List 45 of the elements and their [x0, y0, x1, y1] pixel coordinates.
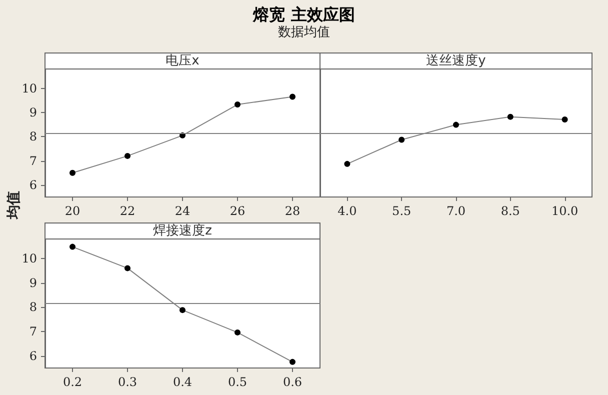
point [453, 122, 459, 128]
x-tick-label: 7.0 [446, 204, 466, 218]
y-tick-label: 7 [29, 324, 37, 338]
chart-title: 焊接速度z [153, 222, 212, 238]
x-tick-label: 0.5 [228, 375, 248, 389]
x-tick-label: 0.3 [118, 375, 138, 389]
y-tick-label: 7 [29, 154, 37, 168]
x-tick-label: 28 [284, 204, 300, 218]
x-tick-label: 4.0 [338, 204, 357, 218]
point [124, 265, 130, 272]
point [507, 114, 514, 120]
x-tick-label: 5.5 [392, 204, 412, 218]
x-tick-label: 0.6 [282, 375, 302, 389]
y-tick-label: 8 [29, 300, 37, 314]
point [70, 170, 76, 176]
y-axis-title: 均值 [6, 191, 22, 220]
point [562, 116, 568, 122]
y-tick-label: 6 [29, 178, 37, 192]
y-tick-label: 10 [22, 81, 37, 96]
point [234, 329, 240, 336]
point [290, 358, 296, 365]
x-tick-label: 0.2 [62, 375, 82, 389]
point [70, 244, 76, 250]
point [234, 102, 240, 108]
point [290, 94, 296, 100]
x-tick-label: 0.4 [172, 375, 192, 389]
y-tick-label: 8 [29, 130, 37, 144]
y-tick-label: 6 [29, 348, 37, 363]
y-tick-label: 9 [29, 105, 37, 120]
x-tick-label: 10.0 [551, 204, 578, 218]
text: 数据均值 [277, 25, 331, 41]
point [344, 160, 350, 167]
y-tick-label: 10 [22, 251, 37, 266]
x-tick-label: 22 [120, 204, 136, 218]
point [124, 152, 130, 159]
y-tick-label: 9 [29, 276, 37, 290]
x-tick-label: 20 [64, 204, 80, 218]
chart-title: 送丝速度y [426, 52, 486, 68]
x-tick-label: 24 [174, 204, 190, 218]
x-tick-label: 8.5 [500, 204, 520, 218]
point [180, 307, 186, 314]
point [398, 136, 405, 143]
x-tick-label: 26 [230, 204, 246, 218]
text: 熔宽 主效应图 [252, 5, 356, 25]
chart-title: 电压x [166, 54, 200, 68]
